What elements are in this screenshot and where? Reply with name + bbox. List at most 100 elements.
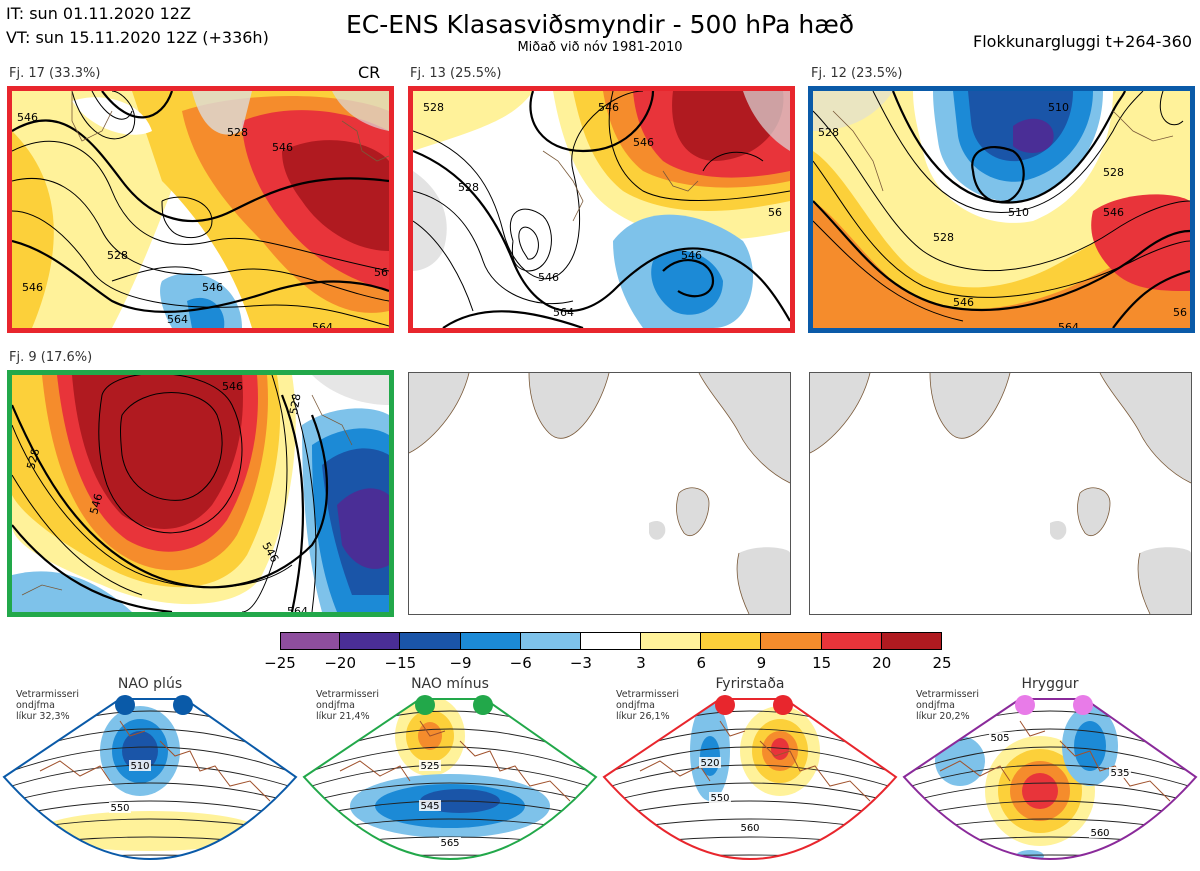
anomaly-blob	[771, 738, 789, 760]
contour-label: 528	[458, 181, 479, 194]
height-contour	[4, 782, 296, 808]
panel-label: Fj. 9 (17.6%)	[9, 350, 93, 365]
contour-label: 546	[22, 281, 43, 294]
regime-note-line: Vetrarmisseri	[316, 689, 379, 700]
contour-label: 546	[17, 111, 38, 124]
init-time: IT: sun 01.11.2020 12Z	[6, 4, 191, 23]
contour-label: 546	[222, 380, 243, 393]
anomaly-blob	[40, 811, 260, 851]
regime-name: Hryggur	[1021, 676, 1079, 692]
contour-label: 564	[1058, 321, 1079, 328]
panel-label: Fj. 17 (33.3%)	[9, 66, 101, 81]
empty-map	[809, 372, 1192, 615]
regime-note-line: ondjfma	[916, 700, 955, 711]
height-contour	[4, 854, 296, 859]
height-contour	[604, 854, 896, 859]
regime-note-line: líkur 21,4%	[316, 711, 370, 722]
contour-label: 546	[87, 492, 105, 516]
regime-note-line: Vetrarmisseri	[916, 689, 979, 700]
coastline	[339, 720, 571, 802]
contour-label-bg	[709, 792, 731, 803]
colorbar-swatch	[701, 632, 762, 650]
contour-label: 546	[633, 136, 654, 149]
colorbar-tick-label: −6	[509, 654, 532, 672]
regime-map: 505 535 560	[902, 695, 1198, 860]
regime-marker-dot	[1073, 695, 1093, 715]
height-contour	[904, 746, 1196, 780]
contour-label-bg	[1089, 827, 1111, 838]
contour-label: 564	[287, 605, 308, 612]
contour-label: 510	[1048, 101, 1069, 114]
height-contour	[4, 746, 296, 780]
colorbar-tick-label: −3	[569, 654, 592, 672]
contour-label: 528	[818, 126, 839, 139]
contour-label: 550	[110, 803, 129, 814]
contour-label: 564	[167, 313, 188, 326]
contour-label: 56	[768, 206, 782, 219]
regime-marker-dot	[173, 695, 193, 715]
classification-window: Flokkunargluggi t+264-360	[973, 32, 1192, 51]
colorbar-swatch	[400, 632, 461, 650]
contour-label: 546	[598, 101, 619, 114]
cluster-map-13: 528 546 528 546 546 546 564 56	[408, 86, 795, 333]
colorbar-swatch	[460, 632, 521, 650]
colorbar-swatch	[761, 632, 822, 650]
colorbar-tick-label: −15	[384, 654, 417, 672]
regime-note: Vetrarmisseri ondjfma líkur 21,4%	[316, 689, 379, 722]
regime-note: Vetrarmisseri ondjfma líkur 26,1%	[616, 689, 679, 722]
contour-label: 546	[202, 281, 223, 294]
regime-marker-dot	[473, 695, 493, 715]
regime-frame	[902, 698, 1198, 860]
coastline	[939, 720, 1171, 802]
height-contour	[604, 782, 896, 808]
contour-label: 565	[440, 838, 459, 849]
regime-marker-dot	[1015, 695, 1035, 715]
contour-label: 546	[272, 141, 293, 154]
colorbar-swatch	[881, 632, 942, 650]
colorbar-swatch	[280, 632, 341, 650]
coastline	[39, 720, 271, 802]
height-contour	[304, 782, 596, 808]
colorbar-swatch	[340, 632, 401, 650]
height-contour	[604, 764, 896, 794]
colorbar-tick-label: 15	[812, 654, 832, 672]
contour-label: 546	[681, 249, 702, 262]
contour-label: 510	[130, 761, 149, 772]
contour-label: 560	[740, 823, 759, 834]
regime-note-line: Vetrarmisseri	[16, 689, 79, 700]
height-contour	[604, 746, 896, 780]
regime-name: NAO plús	[117, 676, 183, 692]
colorbar-tick-label: 6	[696, 654, 707, 672]
contour-label: 528	[227, 126, 248, 139]
panel-label: Fj. 13 (25.5%)	[410, 66, 502, 81]
regime-map: 520 550 560	[602, 695, 898, 860]
page-subtitle: Miðað við nóv 1981-2010	[517, 40, 683, 55]
height-contour	[904, 782, 1196, 808]
regime-note-line: ondjfma	[316, 700, 355, 711]
regime-note: Vetrarmisseri ondjfma líkur 32,3%	[16, 689, 79, 722]
regime-note-line: ondjfma	[616, 700, 655, 711]
height-contour	[304, 764, 596, 794]
contour-label-bg	[699, 757, 721, 768]
contour-label-bg	[739, 822, 761, 833]
regime-note-line: líkur 20,2%	[916, 711, 970, 722]
regime-frame	[2, 698, 298, 860]
anomaly-blob	[1016, 850, 1044, 859]
regime-map: 525 545 565	[302, 695, 598, 860]
contour-label-bg	[989, 732, 1011, 743]
contour-label: 56	[374, 266, 388, 279]
regime-frame	[302, 698, 598, 860]
contour-label: 505	[990, 733, 1009, 744]
page-title: EC-ENS Klasasviðsmyndir - 500 hPa hæð	[345, 10, 855, 39]
colorbar-tick-label: −25	[264, 654, 296, 672]
contour-label-bg	[419, 760, 441, 771]
colorbar-tick-label: 9	[756, 654, 767, 672]
colorbar-tick-label: −9	[449, 654, 472, 672]
regime-name: Fyrirstaða	[715, 676, 785, 692]
contour-label: 528	[423, 101, 444, 114]
contour-label: 546	[1103, 206, 1124, 219]
anomaly-blob	[1074, 721, 1106, 771]
panel-tag: CR	[358, 63, 381, 82]
contour-label-bg	[1109, 767, 1131, 778]
regime-map: 510 550	[2, 695, 298, 860]
